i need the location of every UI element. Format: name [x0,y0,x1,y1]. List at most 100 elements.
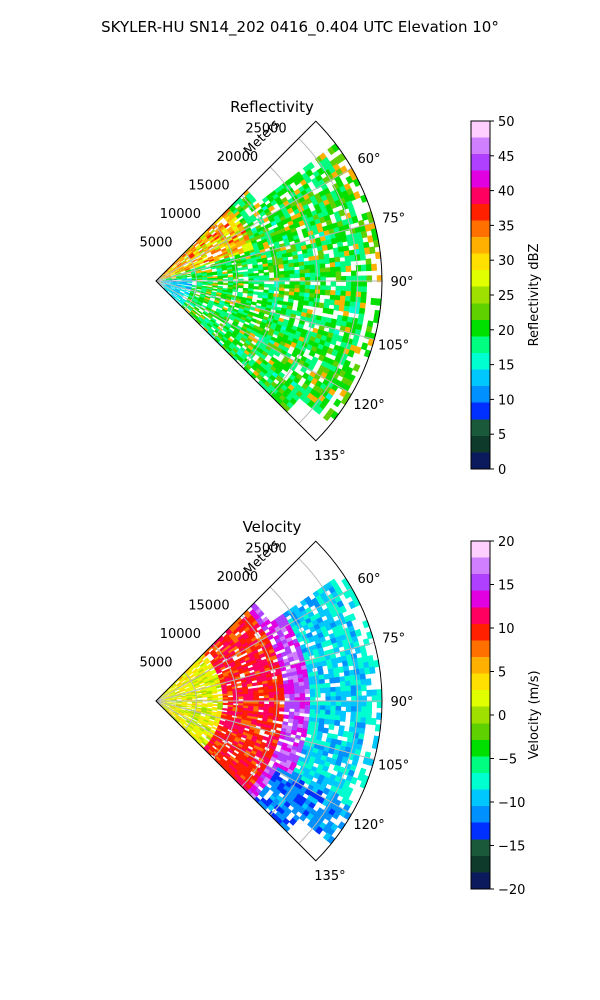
radar-gate [210,728,216,734]
radar-gate [180,298,186,303]
radar-gate [222,707,228,711]
radar-gate [347,349,355,358]
radar-gate [329,758,338,766]
radar-gate [173,686,179,691]
radar-gate [242,654,250,660]
radar-gate [260,788,269,796]
radar-gate [238,727,245,733]
radar-gate [352,598,361,607]
radar-gate [244,226,252,233]
radar-gate [308,256,315,262]
radar-gate [237,742,244,749]
radar-gate [329,299,336,306]
radar-gate [211,288,218,292]
radar-gate [231,234,238,240]
radar-gate [258,371,266,379]
radar-gate [242,743,250,749]
radar-gate [345,265,352,273]
radar-gate [350,291,357,298]
radar-gate [207,722,214,727]
radar-gate [324,289,331,296]
radar-gate [239,318,246,324]
velocity-panel: Velocity 500010000150002000025000Meters6… [139,518,542,898]
radar-gate [203,318,210,324]
radar-gate [318,678,326,685]
radar-gate [191,309,198,314]
radar-gate [203,718,210,722]
radar-gate [185,268,191,272]
radar-gate [340,235,348,243]
radar-gate [376,695,382,703]
range-tick-label: 10000 [160,207,201,222]
radar-gate [167,266,172,271]
radar-gate [349,301,356,309]
radar-gate [303,716,310,722]
radar-gate [172,712,178,717]
radar-gate [197,737,204,743]
radar-gate [258,692,265,697]
azimuth-tick-label: 75° [382,631,405,646]
radar-gate [181,297,187,302]
radar-gate [186,273,192,276]
radar-gate [204,716,211,721]
radar-gate [196,272,203,275]
radar-gate [174,270,181,274]
radar-gate [160,282,167,285]
radar-gate [263,272,270,276]
radar-gate [171,702,177,704]
radar-gate [198,679,204,684]
radar-gate [227,337,234,344]
radar-gate [181,703,188,705]
radar-gate [215,729,222,735]
radar-gate [201,236,208,242]
radar-gate [174,718,180,723]
radar-gate [267,645,274,652]
radar-gate [177,675,183,680]
radar-gate [284,693,290,699]
radar-gate [217,761,224,768]
radar-gate [227,270,234,274]
radar-gate [221,237,228,243]
radar-gate [244,236,251,242]
radar-gate [171,713,177,718]
radar-gate [208,257,215,262]
radar-gate [360,711,367,719]
radar-gate [213,337,220,344]
radar-gate [226,730,233,735]
radar-gate [163,270,169,275]
radar-gate [174,709,180,713]
radar-gate [296,727,303,733]
radar-gate [243,626,251,633]
radar-gate [197,317,204,323]
radar-gate [211,652,218,658]
radar-gate [248,742,255,749]
radar-gate [238,670,245,675]
radar-gate [225,732,232,737]
radar-gate [212,751,219,757]
radar-gate [236,754,243,760]
radar-gate [211,644,218,650]
radar-gate [201,690,207,693]
radar-gate [181,274,187,277]
radar-gate [168,289,174,293]
radar-gate [160,276,166,280]
radar-gate [178,675,184,681]
radar-gate [163,707,169,712]
radar-gate [259,202,267,209]
radar-gate [170,276,177,278]
radar-gate [267,804,275,812]
radar-gate [336,640,344,648]
radar-gate [293,685,300,691]
radar-gate [247,194,255,202]
radar-gate [310,242,318,249]
radar-gate [197,257,203,262]
radar-gate [246,649,253,655]
radar-gate [303,396,312,405]
radar-gate [220,262,227,266]
radar-gate [233,758,240,765]
radar-gate [314,285,321,291]
radar-gate [350,690,357,697]
radar-gate [249,372,257,380]
radar-gate [174,710,180,714]
radar-gate [246,747,253,754]
